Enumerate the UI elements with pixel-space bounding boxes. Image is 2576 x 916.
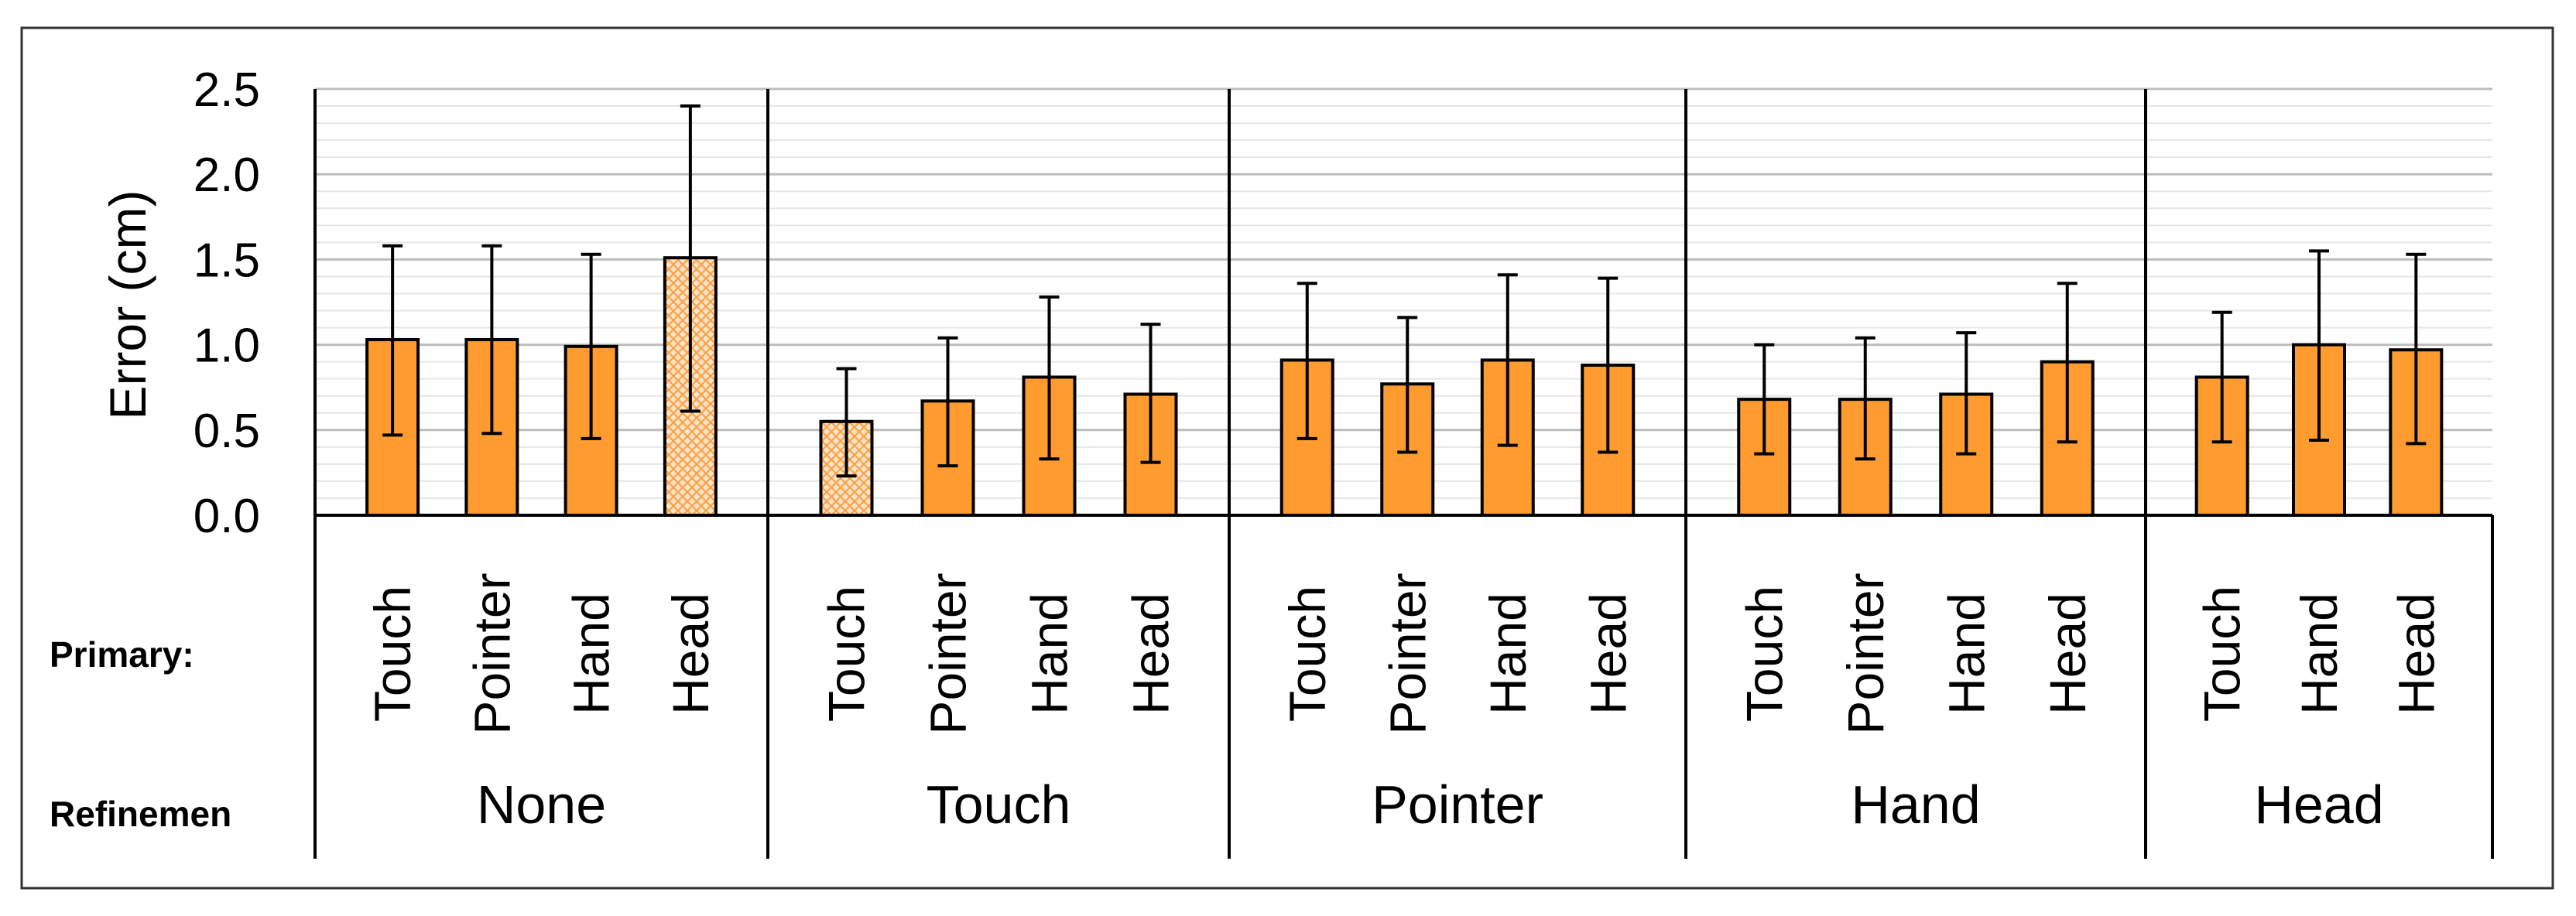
y-tick-labels: 0.0 0.5 1.0 1.5 2.0 2.5 <box>194 63 260 543</box>
y-axis-label: Error (cm) <box>99 190 156 420</box>
category-label: Head <box>1579 593 1636 715</box>
group-label: Touch <box>927 774 1071 835</box>
row-label-refinement: Refinemen <box>50 794 231 834</box>
row-label-primary: Primary: <box>50 634 194 675</box>
y-tick-label: 0.0 <box>194 490 260 543</box>
category-label: Touch <box>1279 586 1336 722</box>
y-tick-label: 1.0 <box>194 320 260 373</box>
category-label: Touch <box>1735 586 1793 722</box>
category-label: Pointer <box>920 572 977 734</box>
y-tick-label: 2.5 <box>194 63 260 117</box>
axes <box>313 89 2494 859</box>
category-label: Touch <box>2194 586 2251 722</box>
category-label: Touch <box>818 586 875 722</box>
category-label: Pointer <box>463 572 520 734</box>
category-label: Head <box>2387 593 2444 715</box>
bars <box>365 104 2444 518</box>
category-label: Head <box>1122 593 1180 715</box>
category-label: Head <box>2039 593 2096 715</box>
y-tick-label: 1.5 <box>194 234 260 287</box>
group-label: Hand <box>1851 774 1980 835</box>
y-tick-label: 2.0 <box>194 149 260 202</box>
category-label: Pointer <box>1379 572 1436 734</box>
category-labels: Touch Pointer Hand Head Touch Pointer Hand Head… <box>364 572 2444 734</box>
category-label: Hand <box>1021 593 1078 715</box>
group-label: None <box>477 774 606 835</box>
category-label: Touch <box>364 586 421 722</box>
category-label: Head <box>662 593 719 715</box>
group-label: Pointer <box>1372 774 1543 835</box>
category-label: Hand <box>1937 593 1995 715</box>
category-label: Pointer <box>1837 572 1894 734</box>
group-labels: None Touch Pointer Hand Head <box>477 774 2384 835</box>
category-label: Hand <box>2290 593 2348 715</box>
category-label: Hand <box>563 593 620 715</box>
group-label: Head <box>2254 774 2383 835</box>
y-tick-label: 0.5 <box>194 405 260 458</box>
category-label: Hand <box>1479 593 1536 715</box>
